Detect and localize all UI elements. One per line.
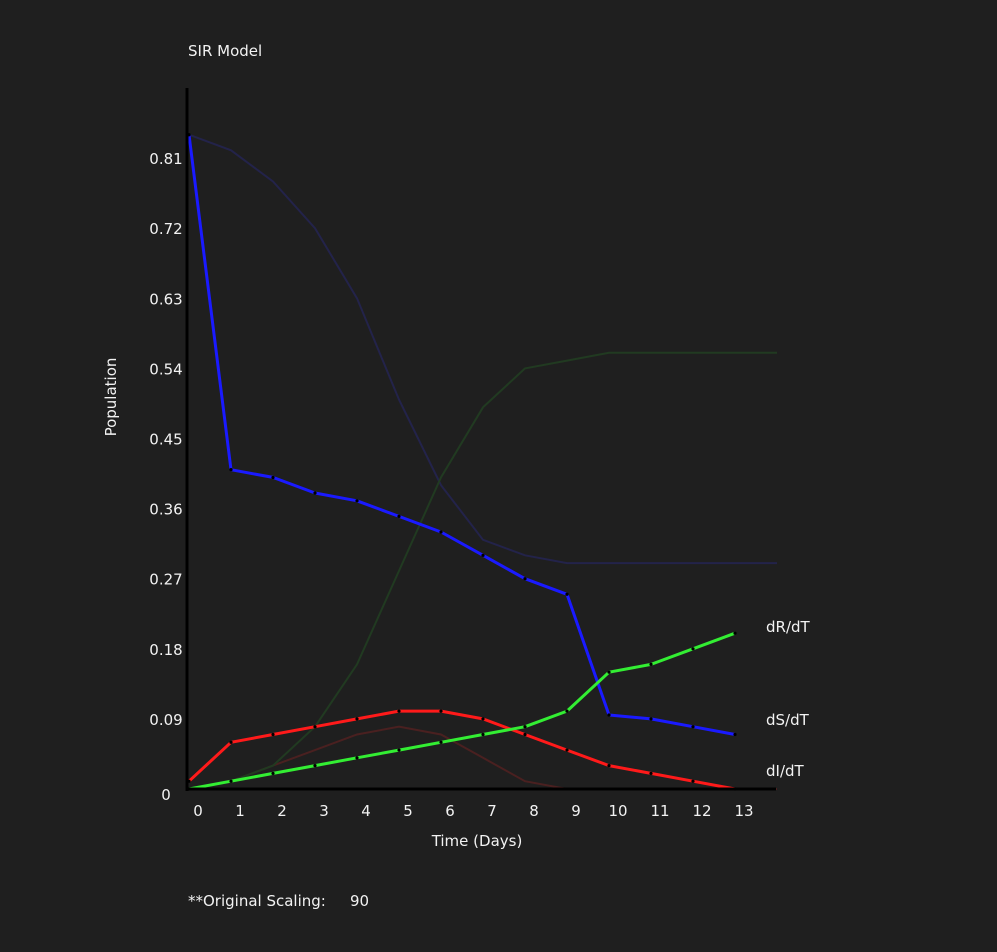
x-tick-label: 10	[608, 802, 627, 820]
data-point	[523, 725, 527, 729]
data-point	[607, 764, 611, 768]
y-axis-label: Population	[102, 358, 120, 437]
data-point	[313, 491, 317, 495]
chart-title: SIR Model	[188, 42, 262, 60]
y-tick-label: 0.09	[149, 711, 182, 729]
data-point	[229, 740, 233, 744]
data-point	[565, 592, 569, 596]
y-tick-label: 0.18	[149, 641, 182, 659]
y-tick-labels: 0 0.09 0.18 0.27 0.36 0.45 0.54 0.63 0.72 0.81	[149, 150, 182, 804]
legend: dS/dT dI/dT dR/dT	[766, 618, 811, 780]
legend-label: dI/dT	[766, 762, 805, 780]
x-tick-label: 5	[403, 802, 413, 820]
series-line	[187, 134, 736, 736]
data-point	[397, 514, 401, 518]
data-point	[229, 468, 233, 472]
data-point	[607, 670, 611, 674]
data-point	[649, 771, 653, 776]
legend-label: dS/dT	[766, 711, 810, 729]
data-point	[271, 771, 275, 776]
data-point	[271, 475, 275, 480]
original-scaling-label: **Original Scaling:	[188, 892, 326, 910]
data-point	[229, 779, 233, 783]
y-tick-label: 0.81	[149, 150, 182, 168]
data-point	[481, 732, 485, 737]
y-tick-label: 0.36	[149, 501, 182, 519]
x-axis-label: Time (Days)	[431, 832, 523, 850]
data-point	[691, 779, 695, 783]
x-tick-label: 4	[361, 802, 371, 820]
x-tick-label: 12	[692, 802, 711, 820]
data-point	[733, 732, 737, 737]
x-tick-label: 9	[571, 802, 581, 820]
x-tick-label: 1	[235, 802, 245, 820]
y-tick-label: 0.27	[149, 571, 182, 589]
data-point	[691, 647, 695, 651]
data-point	[565, 748, 569, 752]
data-point	[271, 732, 275, 737]
data-point	[481, 717, 485, 721]
x-tick-label: 3	[319, 802, 329, 820]
y-tick-label: 0.63	[149, 290, 182, 308]
data-point	[355, 499, 359, 503]
data-point	[481, 553, 485, 557]
x-tick-labels: 0 1 2 3 4 5 6 7 8 9 10 11 12 13	[193, 802, 753, 820]
data-point	[397, 748, 401, 752]
data-point	[439, 530, 443, 534]
data-point	[523, 732, 527, 737]
legend-label: dR/dT	[766, 618, 811, 636]
y-tick-label: 0.72	[149, 220, 182, 238]
background-series-line	[188, 351, 777, 790]
data-point	[649, 717, 653, 721]
y-tick-label: 0.45	[149, 431, 182, 449]
data-point	[691, 725, 695, 729]
original-scaling-value: 90	[350, 892, 369, 910]
data-point	[313, 764, 317, 768]
data-point	[397, 709, 401, 713]
data-point	[565, 709, 569, 713]
x-tick-label: 6	[445, 802, 455, 820]
series-line	[187, 709, 736, 791]
x-tick-label: 2	[277, 802, 287, 820]
data-point	[355, 756, 359, 760]
data-point	[649, 662, 653, 666]
x-tick-label: 7	[487, 802, 497, 820]
data-point	[439, 740, 443, 744]
data-point	[607, 713, 611, 717]
series-line	[188, 631, 736, 791]
y-tick-label: 0.54	[149, 360, 182, 378]
x-tick-label: 13	[734, 802, 753, 820]
x-tick-label: 8	[529, 802, 539, 820]
data-point	[439, 709, 443, 713]
data-point	[355, 717, 359, 721]
data-point	[313, 725, 317, 729]
background-series-line	[188, 133, 777, 565]
x-tick-label: 11	[650, 802, 669, 820]
background-lines	[188, 133, 777, 790]
x-tick-label: 0	[193, 802, 203, 820]
data-lines	[187, 133, 737, 791]
data-point	[523, 577, 527, 581]
y-tick-label: 0	[161, 786, 171, 804]
data-point	[733, 631, 737, 635]
